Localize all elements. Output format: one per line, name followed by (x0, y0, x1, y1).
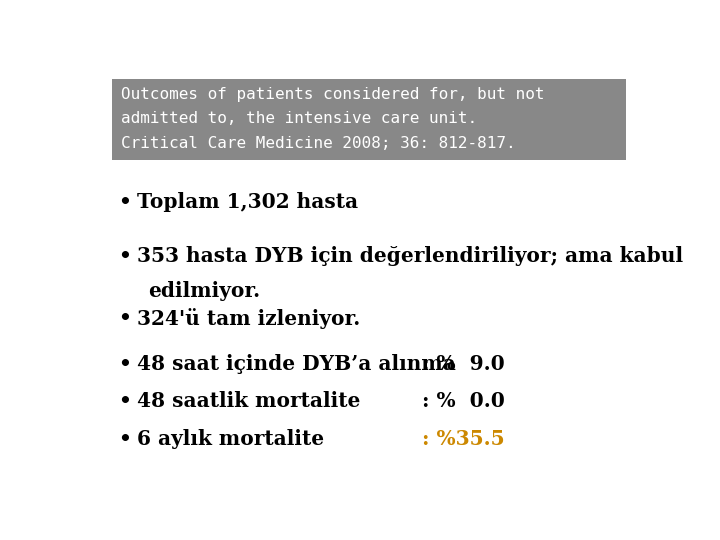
Text: Outcomes of patients considered for, but not: Outcomes of patients considered for, but… (121, 87, 544, 102)
Text: •: • (118, 391, 131, 411)
Text: •: • (118, 429, 131, 449)
Text: edilmiyor.: edilmiyor. (148, 281, 261, 301)
Text: 48 saat içinde DYB’a alınma: 48 saat içinde DYB’a alınma (138, 354, 456, 374)
Text: •: • (118, 246, 131, 266)
Text: : %  0.0: : % 0.0 (422, 391, 505, 411)
Text: 48 saatlik mortalite: 48 saatlik mortalite (138, 391, 361, 411)
FancyBboxPatch shape (112, 79, 626, 160)
Text: Toplam 1,302 hasta: Toplam 1,302 hasta (138, 192, 359, 212)
Text: •: • (118, 354, 131, 374)
Text: 324'ü tam izleniyor.: 324'ü tam izleniyor. (138, 308, 361, 329)
Text: 353 hasta DYB için değerlendiriliyor; ama kabul: 353 hasta DYB için değerlendiriliyor; am… (138, 246, 683, 266)
Text: admitted to, the intensive care unit.: admitted to, the intensive care unit. (121, 111, 477, 126)
Text: •: • (118, 192, 131, 212)
Text: : %35.5: : %35.5 (422, 429, 505, 449)
Text: •: • (118, 308, 131, 328)
Text: Critical Care Medicine 2008; 36: 812-817.: Critical Care Medicine 2008; 36: 812-817… (121, 136, 516, 151)
Text: 6 aylık mortalite: 6 aylık mortalite (138, 429, 325, 449)
Text: : %  9.0: : % 9.0 (422, 354, 505, 374)
